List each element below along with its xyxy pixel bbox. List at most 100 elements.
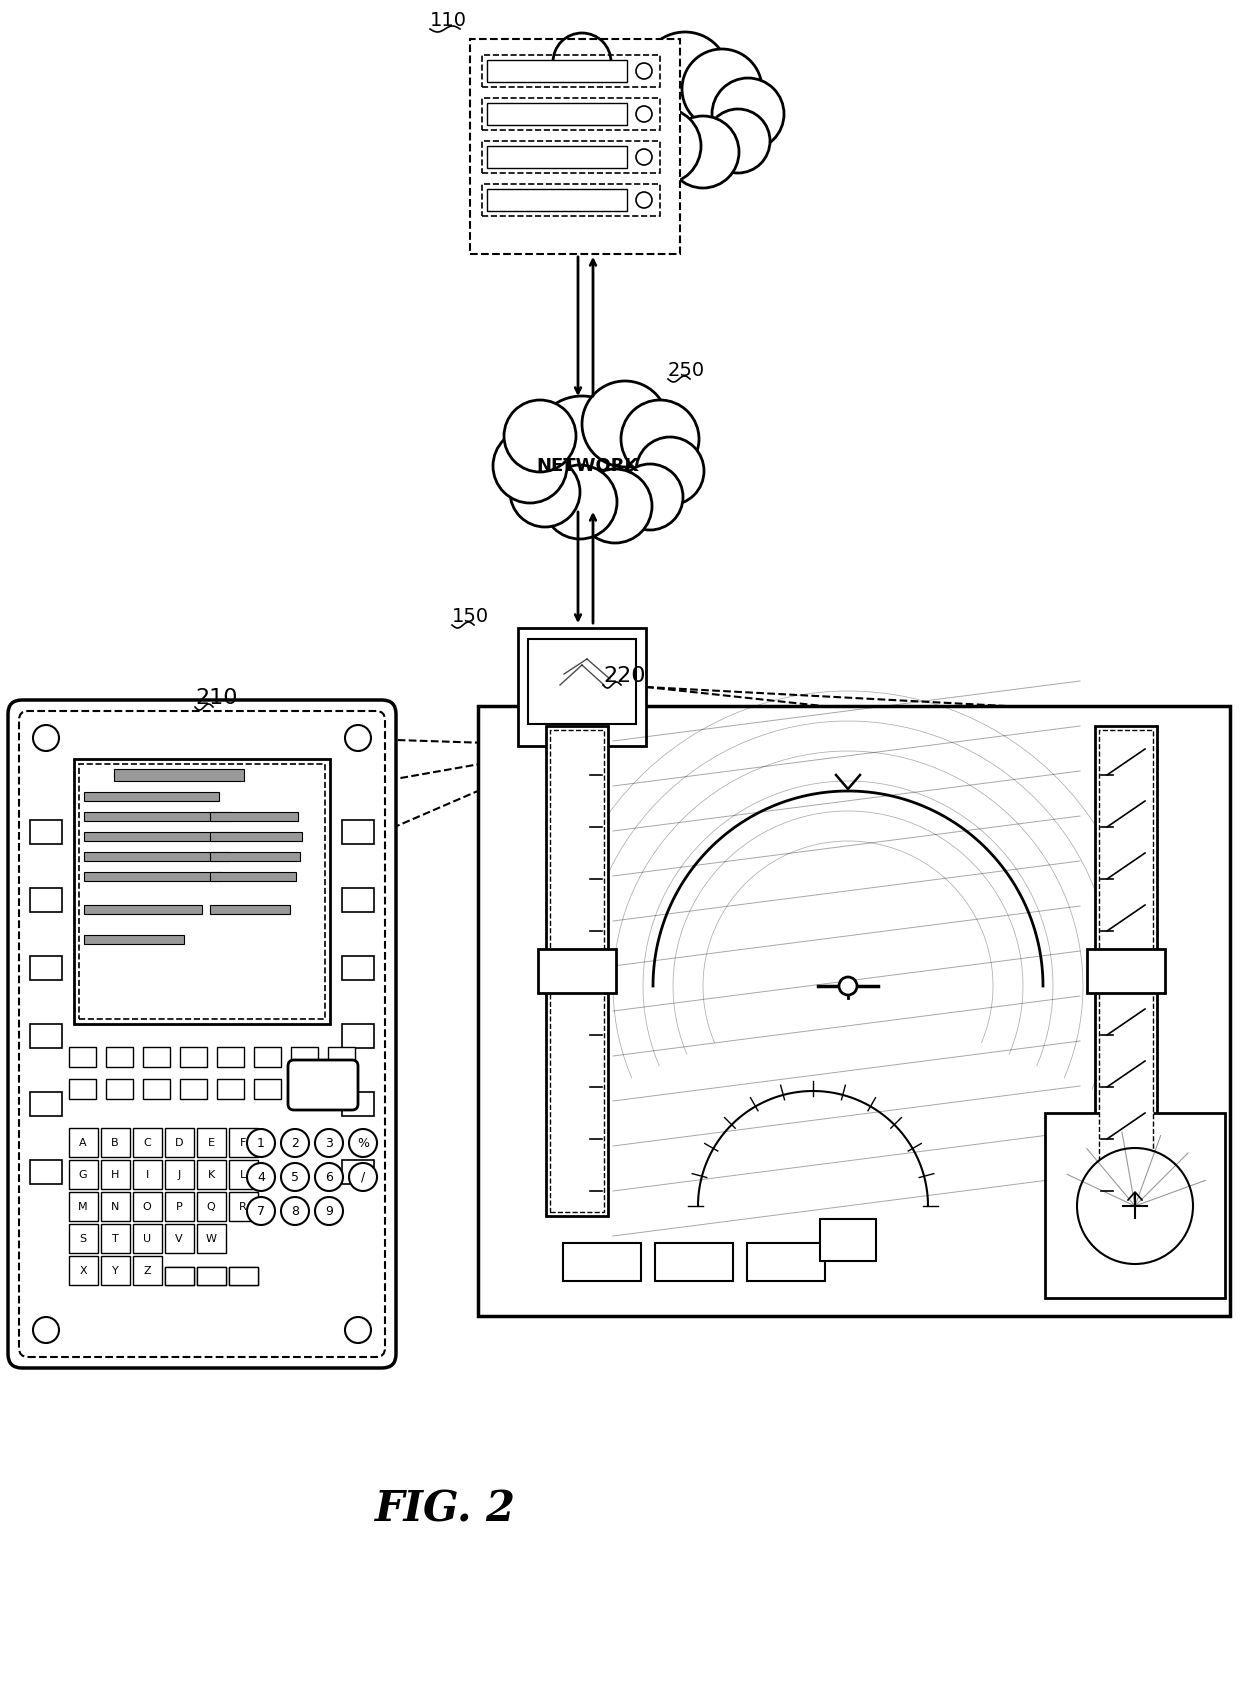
Circle shape — [348, 1128, 377, 1157]
Bar — [133, 1193, 162, 1221]
Bar — [84, 905, 202, 915]
Circle shape — [345, 725, 371, 750]
Text: 5: 5 — [291, 1171, 299, 1184]
Text: F: F — [239, 1138, 247, 1149]
Text: G: G — [78, 1171, 87, 1181]
Text: U: U — [143, 1233, 151, 1243]
Circle shape — [503, 400, 577, 473]
Text: FIG. 2: FIG. 2 — [374, 1487, 516, 1530]
Text: E: E — [207, 1138, 215, 1149]
Bar — [69, 1079, 95, 1099]
Text: 3: 3 — [325, 1137, 332, 1150]
Circle shape — [281, 1128, 309, 1157]
Text: L: L — [239, 1171, 246, 1181]
Bar — [84, 832, 239, 840]
Bar — [482, 54, 660, 86]
Text: /: / — [361, 1171, 365, 1184]
Bar — [69, 1047, 95, 1067]
Bar — [84, 872, 222, 881]
Bar — [528, 639, 636, 723]
Bar — [210, 852, 300, 861]
Circle shape — [348, 1164, 377, 1191]
Bar — [329, 1047, 355, 1067]
Bar — [69, 1255, 98, 1286]
Bar — [165, 1267, 193, 1286]
Bar — [197, 1193, 226, 1221]
Circle shape — [636, 107, 652, 122]
Text: Y: Y — [112, 1265, 118, 1276]
Bar — [100, 1128, 130, 1157]
Bar — [30, 955, 62, 981]
Text: B: B — [112, 1138, 119, 1149]
Text: 8: 8 — [291, 1204, 299, 1218]
Text: I: I — [145, 1171, 149, 1181]
Bar — [100, 1193, 130, 1221]
Bar — [165, 1225, 193, 1254]
Text: H: H — [110, 1171, 119, 1181]
Bar — [133, 1255, 162, 1286]
Bar — [165, 1267, 193, 1286]
Text: 220: 220 — [603, 666, 646, 686]
Circle shape — [578, 469, 652, 544]
Bar — [100, 1160, 130, 1189]
Bar — [69, 1225, 98, 1254]
Text: A: A — [79, 1138, 87, 1149]
Circle shape — [1078, 1149, 1193, 1264]
Bar — [114, 769, 244, 781]
Bar — [563, 1243, 641, 1281]
Bar — [180, 1079, 207, 1099]
Circle shape — [574, 727, 590, 744]
Bar — [84, 935, 184, 944]
Text: 150: 150 — [453, 606, 489, 627]
Text: Z: Z — [143, 1265, 151, 1276]
Circle shape — [618, 464, 683, 530]
Text: V: V — [175, 1233, 182, 1243]
Text: M: M — [78, 1203, 88, 1211]
Bar — [487, 146, 627, 168]
Text: S: S — [79, 1233, 87, 1243]
Circle shape — [494, 429, 567, 503]
Bar — [487, 190, 627, 212]
Circle shape — [247, 1164, 275, 1191]
Bar — [229, 1267, 258, 1286]
Text: 210: 210 — [195, 688, 238, 708]
Text: R: R — [239, 1203, 247, 1211]
Circle shape — [33, 1316, 60, 1343]
Circle shape — [706, 108, 770, 173]
Text: NETWORK: NETWORK — [537, 457, 639, 474]
Circle shape — [667, 115, 739, 188]
Circle shape — [636, 191, 652, 208]
Text: T: T — [112, 1233, 118, 1243]
Circle shape — [712, 78, 784, 151]
Text: 7: 7 — [257, 1204, 265, 1218]
Bar — [229, 1128, 258, 1157]
Bar — [30, 1160, 62, 1184]
Bar — [820, 1220, 875, 1260]
Circle shape — [315, 1164, 343, 1191]
Circle shape — [33, 725, 60, 750]
Text: D: D — [175, 1138, 184, 1149]
Bar — [69, 1160, 98, 1189]
Bar — [105, 1047, 133, 1067]
Bar — [342, 1093, 374, 1116]
Text: %: % — [357, 1137, 370, 1150]
Bar — [291, 1079, 317, 1099]
Bar — [482, 141, 660, 173]
Text: N: N — [110, 1203, 119, 1211]
Bar — [538, 949, 616, 993]
Bar — [30, 820, 62, 844]
Bar — [79, 764, 325, 1020]
Bar — [84, 793, 219, 801]
Circle shape — [315, 1128, 343, 1157]
Circle shape — [281, 1164, 309, 1191]
FancyBboxPatch shape — [288, 1060, 358, 1110]
Bar — [69, 1193, 98, 1221]
Text: P: P — [176, 1203, 182, 1211]
Circle shape — [839, 977, 857, 994]
Circle shape — [682, 49, 763, 129]
Bar — [1095, 727, 1157, 1216]
Circle shape — [247, 1128, 275, 1157]
Bar — [217, 1047, 244, 1067]
Bar — [546, 727, 608, 1216]
Bar — [165, 1128, 193, 1157]
